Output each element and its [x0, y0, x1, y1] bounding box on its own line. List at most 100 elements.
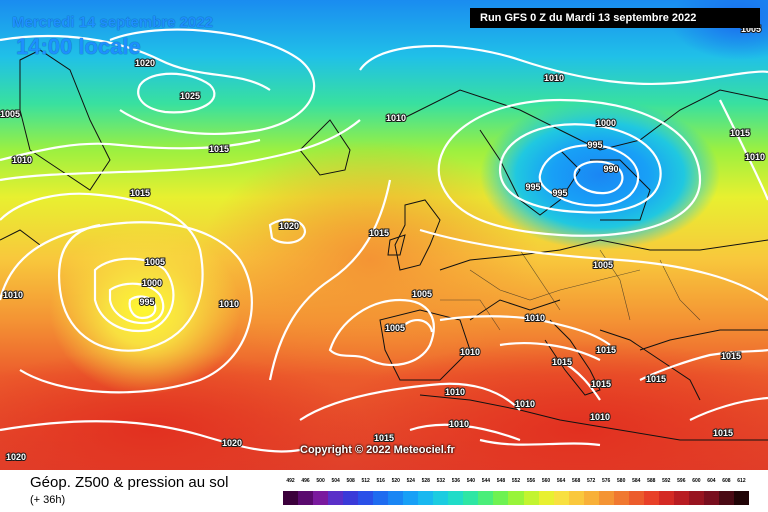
valid-date: Mercredi 14 septembre 2022 [12, 14, 213, 31]
isobar-label-sahara: 1015 [374, 433, 394, 443]
legend-swatch [733, 491, 749, 505]
legend-swatch [553, 491, 569, 505]
legend-value: 528 [421, 478, 430, 484]
isobar-label-greece: 1015 [646, 374, 666, 384]
legend-value: 504 [331, 478, 340, 484]
legend-swatch [688, 491, 704, 505]
isobar-label-far-west: 1010 [3, 290, 23, 300]
legend-swatch [673, 491, 689, 505]
legend-value: 612 [737, 478, 746, 484]
legend-value: 580 [617, 478, 626, 484]
legend-swatch [373, 491, 389, 505]
legend-value: 564 [556, 478, 566, 484]
legend-value: 604 [707, 478, 716, 484]
legend-color-bar [283, 491, 749, 505]
legend-value: 520 [391, 478, 400, 484]
legend-value: 584 [632, 478, 641, 484]
isobar-label-sicily: 1010 [590, 412, 610, 422]
product-title: Géop. Z500 & pression au sol [30, 474, 229, 491]
legend-value: 500 [316, 478, 325, 484]
isobar-label-nw: 1020 [135, 58, 155, 68]
isobar-label-uk-west: 1015 [369, 228, 389, 238]
isobar-label-sweden: 995 [552, 188, 567, 198]
run-info-banner: Run GFS 0 Z du Mardi 13 septembre 2022 [470, 8, 760, 28]
legend-value: 556 [526, 478, 536, 484]
isobar-label-italy: 1015 [552, 357, 572, 367]
legend-swatch [283, 491, 299, 505]
isobar-label-atlantic-north: 1015 [130, 188, 150, 198]
isobar-label-scandinavia: 1010 [544, 73, 564, 83]
isobar-label-alps: 1010 [525, 313, 545, 323]
legend-swatch [643, 491, 659, 505]
isobar-label-east-edge: 1010 [745, 152, 765, 162]
isobar-label-spain-south: 1010 [445, 387, 465, 397]
legend-swatch [568, 491, 584, 505]
isobar-label-med-central: 1015 [591, 379, 611, 389]
legend-value: 492 [286, 478, 295, 484]
isobar-label-atlantic-south: 1020 [222, 438, 242, 448]
isobar-lines [0, 28, 768, 453]
legend-value: 560 [541, 478, 551, 484]
isobar-label-atlantic-low-2: 1000 [142, 278, 162, 288]
isobar-label-scandinavia-low-center: 990 [603, 164, 618, 174]
isobar-label-balkans: 1015 [596, 345, 616, 355]
isobar-label-north-sea: 1010 [386, 113, 406, 123]
legend-swatch [388, 491, 404, 505]
legend-swatch [433, 491, 449, 505]
legend-value: 592 [662, 478, 671, 484]
legend-swatch [628, 491, 644, 505]
legend-swatch [508, 491, 524, 505]
isobar-label-atlantic-low-center: 995 [139, 297, 154, 307]
isobar-label-iberia-west: 1005 [385, 323, 405, 333]
isobar-label-scandinavia-low-1: 1000 [596, 118, 616, 128]
isobar-label-norway: 995 [525, 182, 540, 192]
legend-swatch [463, 491, 479, 505]
isobar-label-atlantic-low-outer: 1010 [219, 299, 239, 309]
legend-value: 588 [647, 478, 656, 484]
legend-value: 508 [346, 478, 355, 484]
legend-value: 596 [677, 478, 686, 484]
legend-value: 524 [406, 478, 415, 484]
legend-value: 552 [511, 478, 521, 484]
legend-swatch [418, 491, 434, 505]
legend-value: 536 [451, 478, 461, 484]
legend-value: 548 [496, 478, 506, 484]
isobar-label-sw: 1020 [6, 452, 26, 462]
legend-swatch [703, 491, 719, 505]
legend-swatch [478, 491, 494, 505]
legend-swatch [598, 491, 614, 505]
legend-value: 512 [361, 478, 370, 484]
isobar-label-atlantic-low-1: 1005 [145, 257, 165, 267]
legend-value: 532 [436, 478, 445, 484]
isobar-label-africa-north: 1010 [449, 419, 469, 429]
isobar-label-east: 1015 [713, 428, 733, 438]
legend-labels: 492 496 500 504 508 512 516 520 524 528 532 536 540 5… [283, 478, 749, 489]
legend-value: 576 [602, 478, 611, 484]
legend-swatch [313, 491, 329, 505]
legend-swatch [298, 491, 314, 505]
isobar-label-tunisia: 1010 [515, 399, 535, 409]
legend-swatch [658, 491, 674, 505]
isobar-label-greenland-south: 1015 [209, 144, 229, 154]
isobar-label-greenland-high: 1025 [180, 91, 200, 101]
legend-value: 600 [692, 478, 701, 484]
ridge-area [200, 140, 540, 380]
isobar-label-west-2: 1010 [12, 155, 32, 165]
copyright-notice: Copyright © 2022 Meteociel.fr [300, 444, 455, 456]
legend-swatch [583, 491, 599, 505]
forecast-hour: (+ 36h) [30, 494, 66, 506]
coastlines [0, 49, 768, 441]
valid-time: 14:00 locale [16, 34, 141, 59]
legend-swatch [538, 491, 554, 505]
atlantic-cutoff-low [50, 225, 240, 395]
isobar-label-west: 1005 [0, 109, 20, 119]
isobar-labels: 1020 1025 1005 1010 1015 1015 1010 1010 1000 995 9… [0, 23, 766, 463]
legend-value: 608 [722, 478, 731, 484]
isobar-label-atlantic-high: 1020 [279, 221, 299, 231]
color-legend: 492 496 500 504 508 512 516 520 524 528 532 536 540 5… [283, 478, 749, 505]
legend-swatch [343, 491, 359, 505]
legend-swatch [328, 491, 344, 505]
isobar-label-central-europe: 1005 [593, 260, 613, 270]
legend-value: 544 [481, 478, 491, 484]
legend-swatch [613, 491, 629, 505]
